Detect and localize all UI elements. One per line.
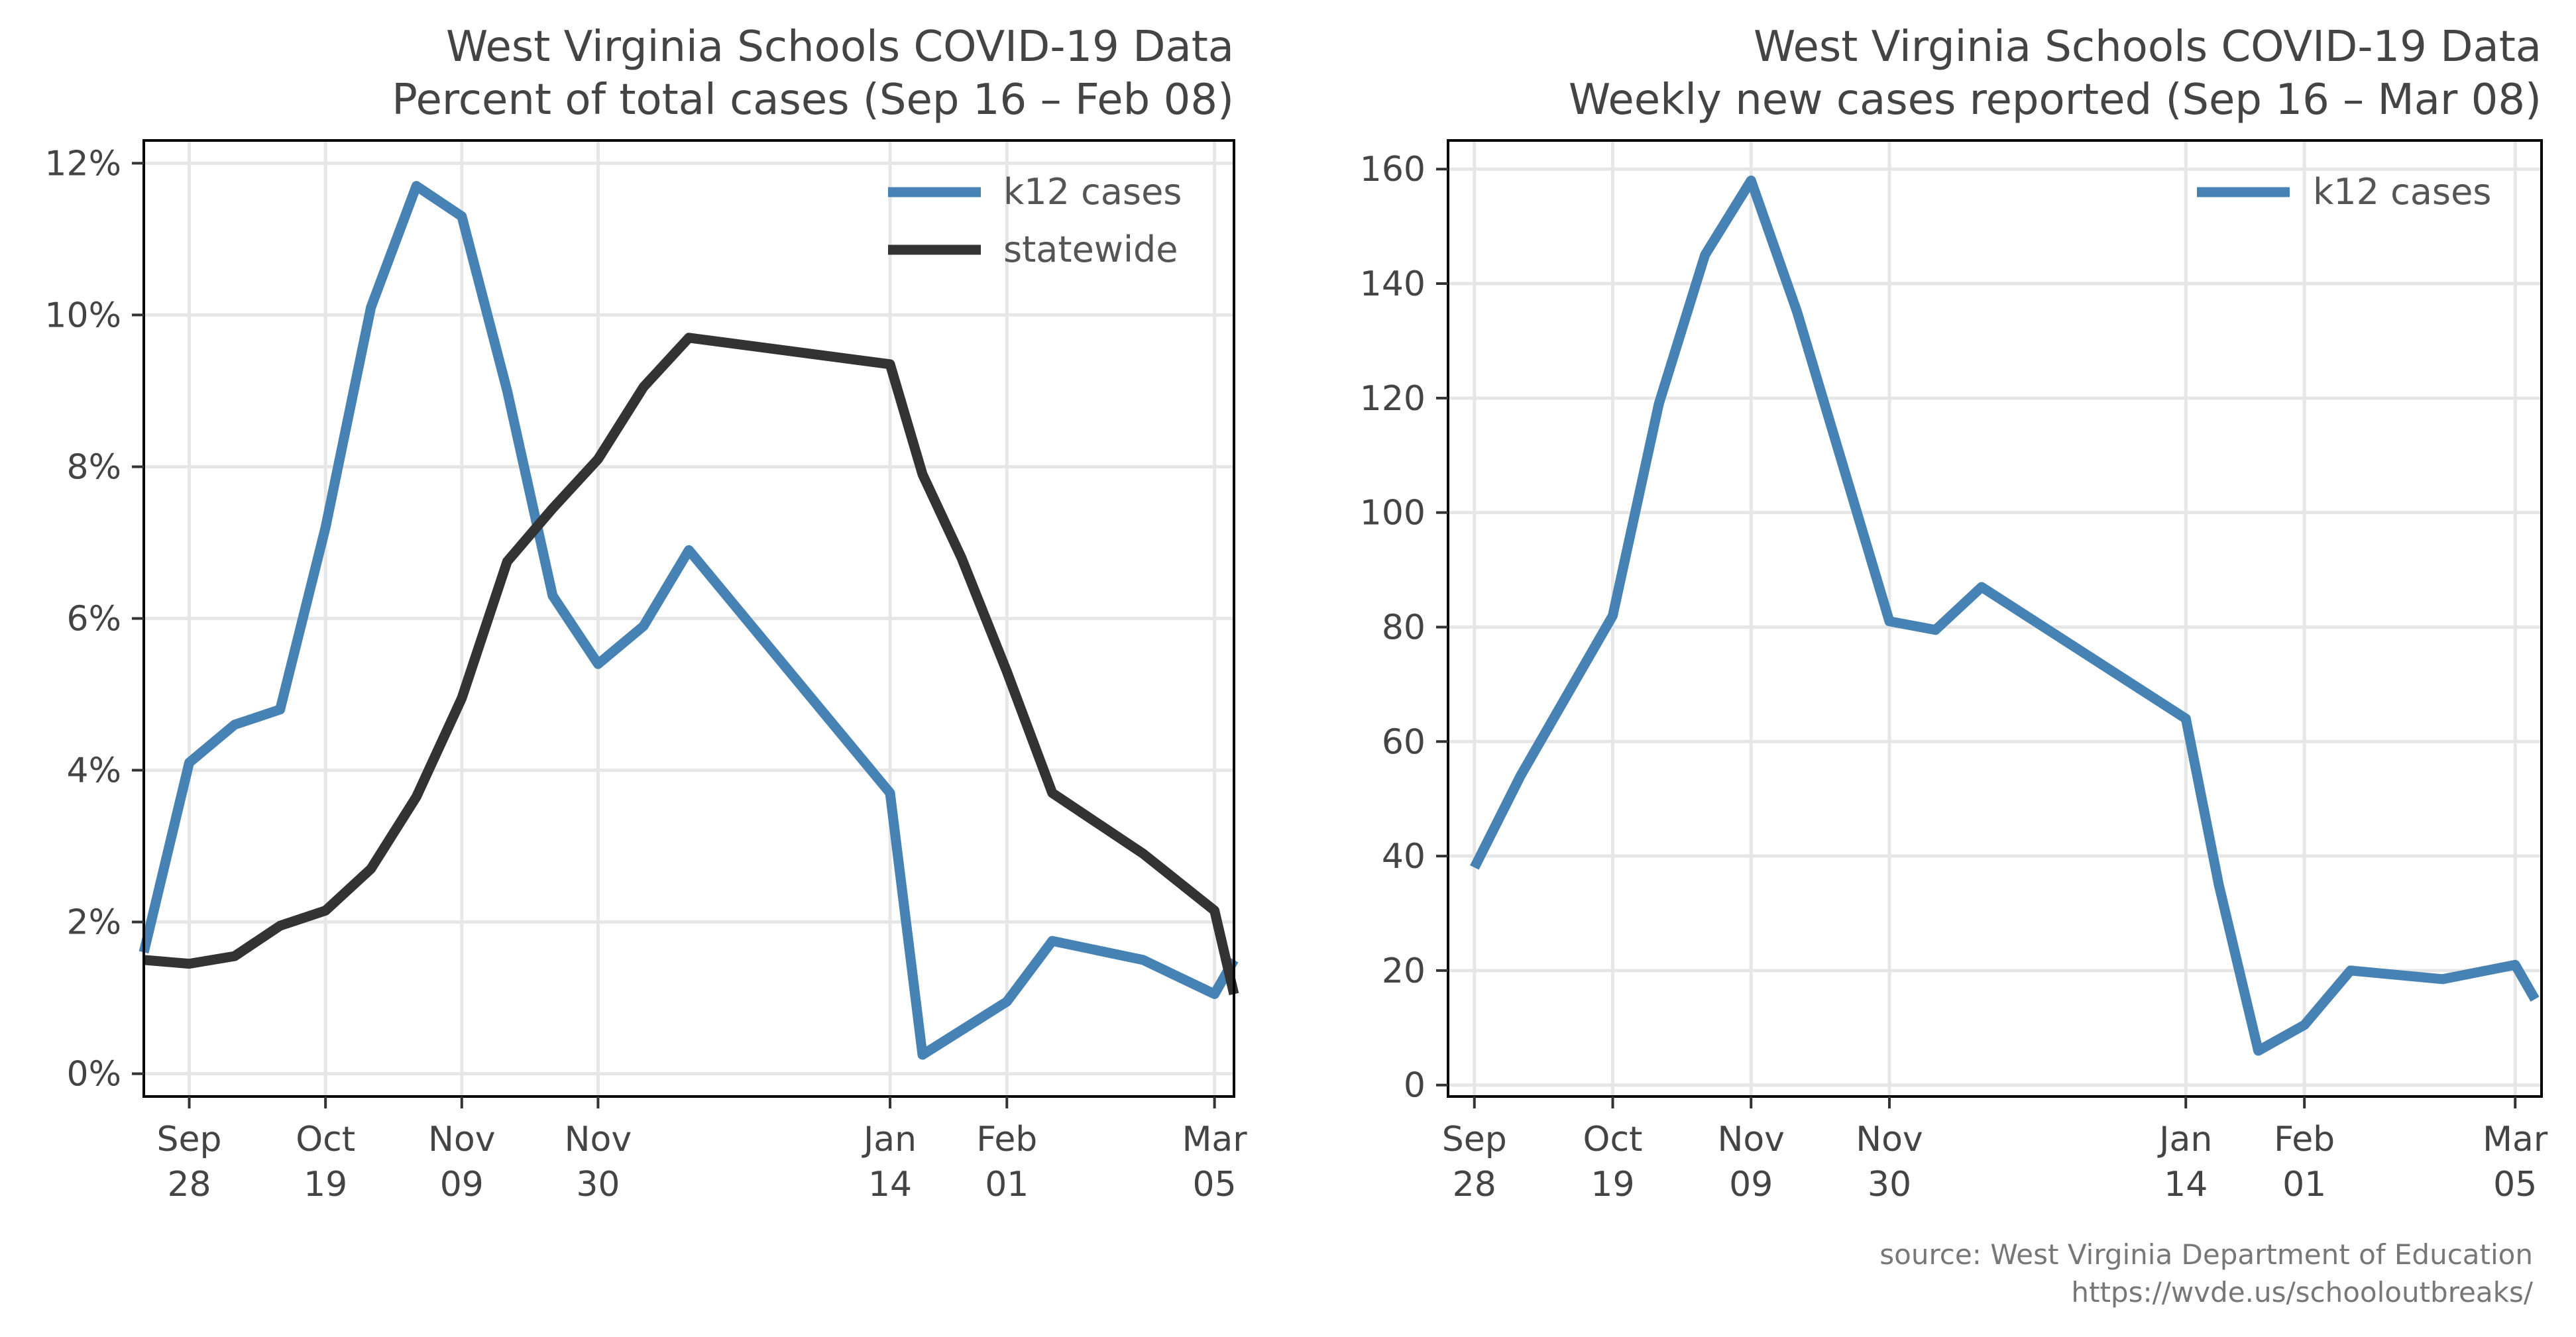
- x-tick-label: Nov 30: [1856, 1120, 1923, 1204]
- x-tick-label: Mar 05: [2483, 1120, 2548, 1204]
- chart-subtitle: Percent of total cases (Sep 16 – Feb 08): [392, 76, 1234, 125]
- x-tick-label: Sep 28: [1442, 1120, 1507, 1204]
- y-tick-label: 120: [1360, 379, 1426, 419]
- source-url: https://wvde.us/schooloutbreaks/: [2071, 1276, 2533, 1309]
- y-tick-label: 80: [1382, 608, 1426, 647]
- y-tick-label: 40: [1382, 837, 1426, 877]
- y-tick-label: 6%: [67, 600, 122, 639]
- y-tick-label: 140: [1360, 264, 1426, 304]
- legend: k12 cases: [2197, 171, 2491, 213]
- x-tick-label: Sep 28: [157, 1120, 222, 1204]
- x-tick-label: Nov 09: [428, 1120, 496, 1204]
- x-axis: Sep 28 Oct 19 Nov 09 Nov 30 Jan 14 Feb 01 Mar 05: [1442, 1096, 2548, 1204]
- grid: [144, 140, 1234, 1096]
- y-tick-label: 20: [1382, 951, 1426, 991]
- x-tick-label: Nov 30: [565, 1120, 632, 1204]
- x-tick-label: Feb 01: [2274, 1120, 2335, 1204]
- percent-chart: West Virginia Schools COVID-19 Data Perc…: [44, 23, 1247, 1204]
- y-tick-label: 2%: [67, 903, 122, 943]
- x-tick-label: Oct 19: [1583, 1120, 1643, 1204]
- series-line-statewide: [143, 333, 1239, 996]
- x-axis: Sep 28 Oct 19 Nov 09 Nov 30 Jan 14 Feb 01 Mar 05: [157, 1096, 1248, 1204]
- series-lines: [1470, 176, 2540, 1056]
- chart-subtitle: Weekly new cases reported (Sep 16 – Mar …: [1569, 76, 2542, 125]
- y-tick-label: 60: [1382, 722, 1426, 762]
- y-axis: 0% 2% 4% 6% 8% 10% 12%: [44, 144, 144, 1095]
- x-tick-label: Mar 05: [1182, 1120, 1248, 1204]
- y-tick-label: 12%: [44, 144, 121, 184]
- chart-title: West Virginia Schools COVID-19 Data: [1754, 23, 2542, 72]
- y-tick-label: 0%: [67, 1055, 122, 1095]
- x-tick-label: Jan 14: [862, 1120, 917, 1204]
- weekly-cases-chart: West Virginia Schools COVID-19 Data Week…: [1360, 23, 2548, 1204]
- series-line-k12-cases: [139, 181, 1239, 1060]
- y-tick-label: 100: [1360, 494, 1426, 533]
- x-tick-label: Oct 19: [296, 1120, 355, 1204]
- y-tick-label: 160: [1360, 150, 1426, 189]
- y-tick-label: 0: [1404, 1066, 1426, 1106]
- chart-title: West Virginia Schools COVID-19 Data: [446, 23, 1234, 72]
- plot-frame: [1447, 139, 2543, 1098]
- y-tick-label: 4%: [67, 751, 122, 791]
- series-lines: [139, 181, 1239, 1060]
- legend: k12 cases statewide: [888, 171, 1182, 270]
- y-axis: 0 20 40 60 80 100 120 140 160: [1360, 150, 1448, 1106]
- x-tick-label: Nov 09: [1717, 1120, 1785, 1204]
- x-tick-label: Feb 01: [976, 1120, 1037, 1204]
- legend-label-statewide: statewide: [1003, 229, 1178, 270]
- y-tick-label: 10%: [44, 295, 121, 335]
- legend-label-k12: k12 cases: [2313, 171, 2491, 213]
- y-tick-label: 8%: [67, 447, 122, 487]
- series-line-k12-cases: [1470, 176, 2540, 1056]
- legend-label-k12: k12 cases: [1003, 171, 1182, 213]
- source-note: source: West Virginia Department of Educ…: [1879, 1238, 2533, 1271]
- x-tick-label: Jan 14: [2157, 1120, 2212, 1204]
